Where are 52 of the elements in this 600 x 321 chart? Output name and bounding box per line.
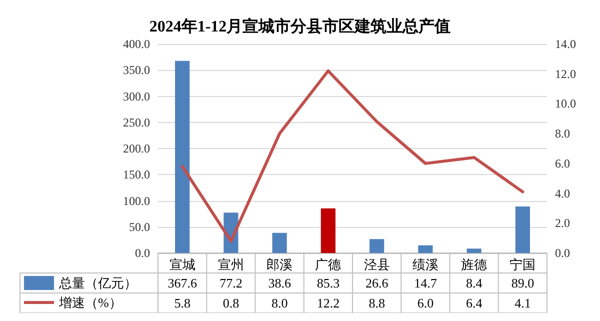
x-tick-label: 广德 [315,257,342,272]
data-label: 38.6 [268,276,292,290]
y2-tick-label: 12.0 [555,66,576,81]
data-label: 8.0 [271,296,288,310]
y-tick-label: 150.0 [123,168,150,182]
x-tick-label: 宣州 [218,257,244,272]
data-label: 77.2 [220,276,242,290]
bar [175,60,190,253]
data-label: 14.7 [414,276,438,290]
y2-tick-label: 10.0 [555,96,576,111]
data-label: 89.0 [511,276,534,290]
bar [418,245,433,253]
x-tick-label: 宁国 [510,257,536,272]
y2-tick-label: 6.0 [555,156,570,170]
bar [466,248,482,253]
chart-title: 2024年1-12月宣城市分县市区建筑业总产值 [149,16,451,36]
y-tick-label: 200.0 [123,142,150,156]
y2-tick-label: 14.0 [555,37,576,51]
data-label: 0.8 [222,296,240,310]
x-tick-label: 旌德 [461,257,488,272]
legend-label: 总量（亿元） [58,276,137,290]
y-tick-label: 350.0 [123,63,150,78]
x-tick-label: 绩溪 [412,257,438,272]
data-label: 4.1 [514,296,531,310]
data-label: 6.4 [466,296,483,310]
line-series [180,69,524,243]
x-tick-label: 宣城 [169,257,196,272]
y-tick-label: 300.0 [123,89,150,104]
y-tick-label: 0.0 [135,246,150,260]
y2-tick-label: 2.0 [555,216,570,230]
bar [272,232,287,253]
y2-tick-label: 4.0 [555,186,570,200]
bar [320,208,336,253]
data-label: 26.6 [365,276,389,290]
y-tick-label: 50.0 [129,220,150,234]
y-tick-label: 100.0 [123,194,150,208]
data-label: 6.0 [417,296,434,310]
data-label: 8.8 [368,296,385,310]
bar [370,239,384,253]
data-label: 5.8 [174,296,190,310]
data-label: 12.2 [316,296,340,310]
y2-tick-label: 8.0 [555,126,570,141]
data-label: 8.4 [466,276,483,290]
bar [515,206,530,253]
legend-label: 增速（%） [58,295,122,310]
y-tick-label: 400.0 [123,37,150,51]
x-tick-label: 泾县 [364,257,390,272]
y-tick-label: 250.0 [123,115,150,130]
y2-tick-label: 0.0 [555,246,570,260]
data-label: 367.6 [168,276,198,290]
data-label: 85.3 [316,276,340,290]
x-tick-label: 郎溪 [266,257,293,272]
